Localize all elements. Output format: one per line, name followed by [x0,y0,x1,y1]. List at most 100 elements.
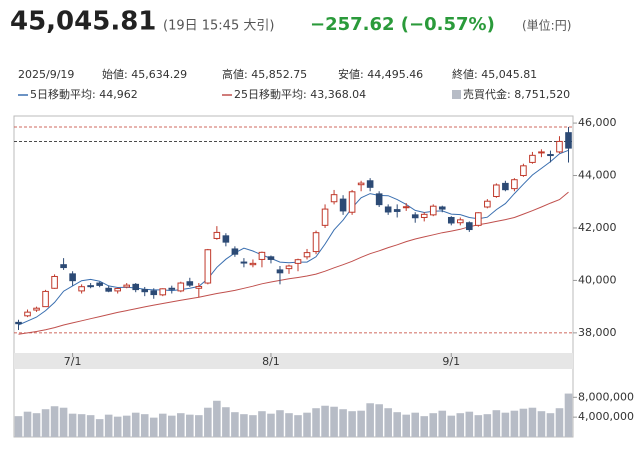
candle-body [393,209,401,212]
candle-body [339,198,347,212]
volume-bar [231,412,239,437]
volume-bar [483,414,492,437]
volume-bar [438,410,447,437]
unit: (単位:円) [522,18,571,33]
candle-body [60,264,67,269]
time: (19日 15:45 大引) [163,19,274,34]
candle-body [402,206,410,209]
y-tick-label: 4,000,000 [578,410,634,423]
candle-body [438,206,446,210]
candle-body [484,200,491,208]
volume-bar [77,414,86,437]
candle-body [294,259,302,264]
candle-body [547,154,554,157]
y-tick-label: 38,000 [578,326,617,339]
candle-body [276,269,284,274]
legend-swatch [452,90,461,99]
candle-body [375,193,383,206]
candle-body [69,273,76,282]
candle-body [493,184,500,198]
candle-body [321,208,329,226]
volume-bar [158,413,167,437]
volume-bar [113,416,122,437]
volume-bar [564,393,573,437]
candle-body [429,205,437,216]
candle-body [186,281,194,286]
volume-bar [68,413,77,437]
volume-bar [303,412,311,437]
volume-bar [149,417,158,437]
info-item: 2025/9/19 [18,68,74,81]
candle-body [466,222,473,231]
volume-bar [330,406,338,437]
volume-bar [294,415,302,437]
legend-label: 売買代金: 8,751,520 [463,87,570,101]
volume-bar [447,415,456,437]
candle-body [87,285,94,288]
candle-body [96,282,103,286]
candle-body [258,251,266,260]
volume-bar [131,412,140,437]
x-tick-label: 9/1 [442,355,460,368]
volume-bar [555,408,564,437]
candle-body [565,132,572,149]
volume-bar [50,406,59,437]
candle-body [411,214,419,219]
candle-body [529,154,536,163]
candle-body [312,232,320,253]
volume-bar [167,415,176,437]
y-tick-label: 40,000 [578,273,617,286]
volume-bar [276,410,284,437]
candle-body [159,288,167,296]
volume-bar [267,413,275,437]
volume-bar [393,412,401,437]
candle-body [357,182,365,186]
candle-body [556,140,563,153]
y-tick-label: 8,000,000 [578,390,634,403]
volume-bar [14,416,23,437]
candle-body [42,290,49,308]
volume-bar [420,416,429,437]
candle-body [249,262,257,266]
candle-body [168,287,176,290]
candle-body [285,265,293,270]
volume-bar [95,419,104,437]
x-tick-label: 7/1 [64,355,82,368]
candle-body [204,249,212,284]
candle-body [231,248,239,255]
candle-body [33,307,40,311]
volume-bar [32,413,41,437]
candle-body [141,289,149,293]
candle-body [538,151,545,154]
volume-bar [375,404,383,437]
volume-bar [195,415,203,437]
candle-body [366,180,374,188]
candle-body [240,261,248,264]
candle-body [78,286,85,292]
volume-bar [240,414,248,437]
volume-bar [59,407,68,437]
candle-body [195,285,203,289]
volume-bar [339,409,347,437]
x-tick-label: 8/1 [262,355,280,368]
volume-bar [285,413,293,437]
candle-body [348,191,356,213]
volume-bar [249,415,257,437]
candle-body [267,256,275,260]
volume-bar [312,408,320,437]
volume-bar [213,400,221,437]
candle-body [132,283,140,291]
volume-bar [204,407,212,437]
candle-body [114,288,121,292]
candle-body [177,282,185,292]
candle-body [105,287,112,292]
candle-body [456,219,464,224]
candle-body [150,290,158,296]
volume-bar [492,410,501,437]
volume-bar [402,414,410,437]
candle-body [384,206,392,213]
plot-frame [13,115,574,438]
candle-body [303,252,311,258]
